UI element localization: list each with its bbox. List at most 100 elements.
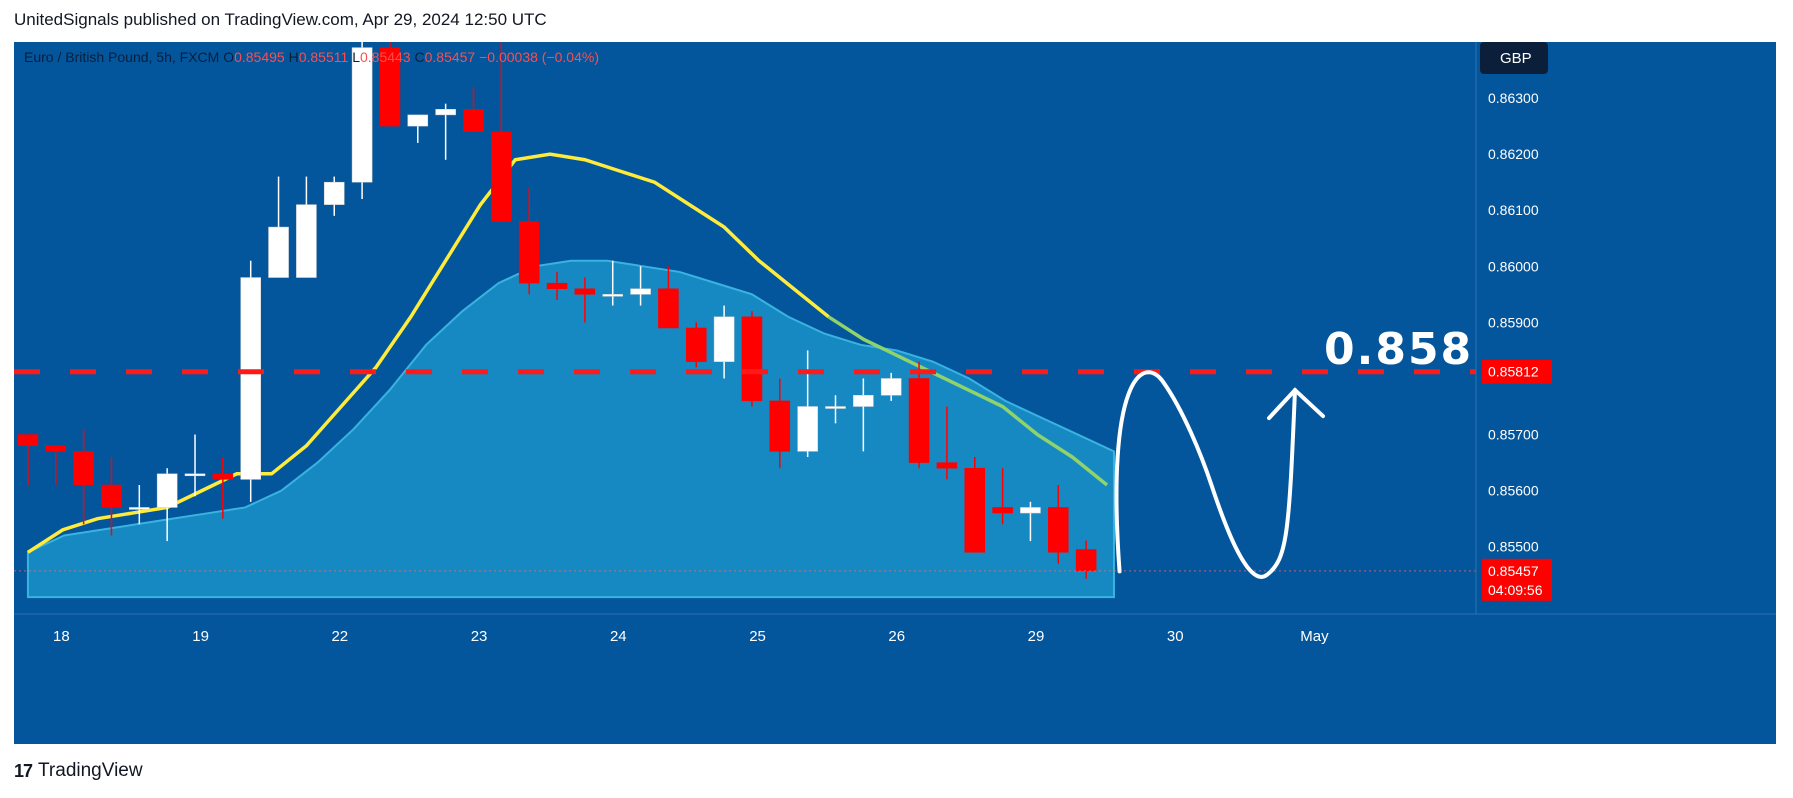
symbol-legend: Euro / British Pound, 5h, FXCM O0.85495 … [24, 49, 599, 65]
last-price-tag-bg [1482, 558, 1552, 601]
candle [129, 485, 150, 525]
candle [1075, 540, 1097, 579]
candle [73, 428, 94, 525]
candle [17, 434, 39, 486]
candle-body [156, 473, 178, 508]
candle-body [491, 131, 512, 222]
candle-body [1020, 507, 1041, 514]
x-tick-label: 19 [192, 628, 209, 645]
y-tick-label: 0.86200 [1488, 146, 1539, 162]
candle [240, 260, 261, 502]
candle-body [602, 294, 623, 297]
candle [936, 406, 958, 480]
ma-fast-line [26, 152, 830, 554]
price-annotation: 0.8581 [1324, 324, 1506, 375]
y-tick-label: 0.85900 [1488, 314, 1539, 330]
candle [463, 86, 484, 132]
level-price-tag-bg [1482, 359, 1552, 384]
ohlc-low: 0.85443 [360, 49, 415, 65]
candle [101, 456, 122, 536]
x-tick-label: 23 [471, 628, 488, 645]
ohlc-high: 0.85511 [299, 49, 352, 65]
x-tick-label: 25 [749, 628, 766, 645]
y-tick-label: 0.86300 [1488, 90, 1539, 106]
candle [1020, 501, 1041, 542]
candle [658, 266, 679, 329]
candle-body [908, 378, 930, 463]
candle-body [17, 434, 39, 447]
candle-body [101, 484, 122, 508]
publish-header: UnitedSignals published on TradingView.c… [14, 10, 547, 29]
candle [323, 176, 345, 216]
candle-body [741, 316, 763, 402]
candle [351, 42, 373, 200]
candle-body [323, 181, 345, 205]
candle [741, 311, 763, 407]
candle-body [797, 406, 818, 452]
last-price-tag: 0.85457 [1488, 563, 1539, 579]
x-tick-label: May [1300, 628, 1329, 645]
candle-body [936, 462, 958, 469]
candle-body [212, 473, 234, 480]
ohlc-c-label: C [414, 49, 424, 65]
candle-body [73, 451, 94, 486]
candle-body [45, 445, 67, 452]
candle-body [992, 507, 1013, 514]
level-price-tag: 0.85812 [1488, 364, 1539, 380]
candle-body [1048, 507, 1069, 553]
y-tick-label: 0.86100 [1488, 202, 1539, 218]
candle-body [713, 316, 735, 362]
candle-body [351, 47, 373, 183]
candle-body [574, 288, 596, 295]
candle-body [407, 114, 429, 127]
ohlc-change: −0.00038 (−0.04%) [479, 49, 599, 65]
candle-body [463, 109, 484, 132]
x-tick-label: 30 [1167, 628, 1184, 645]
candle-body [769, 400, 791, 452]
ohlc-close: 0.85457 [425, 49, 480, 65]
candle [825, 395, 846, 424]
footer-brand: 17 TradingView [14, 760, 143, 782]
ohlc-open: 0.85495 [234, 49, 289, 65]
symbol-name: Euro / British Pound, 5h, FXCM [24, 49, 223, 65]
candle-body [129, 507, 150, 510]
candle [713, 305, 735, 379]
candle-body [435, 109, 456, 116]
x-tick-label: 22 [331, 628, 348, 645]
candle [769, 378, 791, 469]
candle [45, 445, 67, 486]
chart-frame[interactable]: 0.8581 0.86300 0.86200 0.86100 0.86000 0.8590… [14, 42, 1776, 744]
candle [1048, 485, 1069, 564]
ma-fast-line-tail [827, 315, 1109, 487]
brand-label: TradingView [38, 760, 143, 781]
ohlc-o-label: O [223, 49, 234, 65]
candle [574, 277, 596, 323]
candle [992, 468, 1013, 525]
candle-body [964, 467, 986, 553]
candle-body [296, 204, 317, 278]
x-tick-label: 26 [888, 628, 905, 645]
candle [435, 103, 456, 160]
y-tick-label: 0.85600 [1488, 483, 1539, 499]
candle [268, 176, 289, 278]
time-axis-panel [14, 614, 1776, 744]
x-tick-label: 29 [1028, 628, 1045, 645]
currency-badge-bg [1480, 42, 1548, 74]
candle-body [853, 395, 874, 407]
candle [407, 114, 429, 143]
candle [630, 266, 651, 306]
candle-body [658, 288, 679, 329]
bar-countdown: 04:09:56 [1488, 582, 1543, 598]
candle-body [184, 473, 206, 477]
candle [908, 361, 930, 469]
candle [546, 271, 568, 300]
candle [880, 372, 902, 401]
ohlc-l-label: L [352, 49, 360, 65]
x-tick-label: 24 [610, 628, 627, 645]
candle [685, 322, 707, 368]
candle [797, 350, 818, 457]
candle [296, 176, 317, 278]
candle-body [379, 47, 401, 127]
projection-arrowhead [1266, 387, 1325, 421]
candlestick-chart[interactable]: 0.8581 0.86300 0.86200 0.86100 0.86000 0.8590… [14, 42, 1776, 744]
